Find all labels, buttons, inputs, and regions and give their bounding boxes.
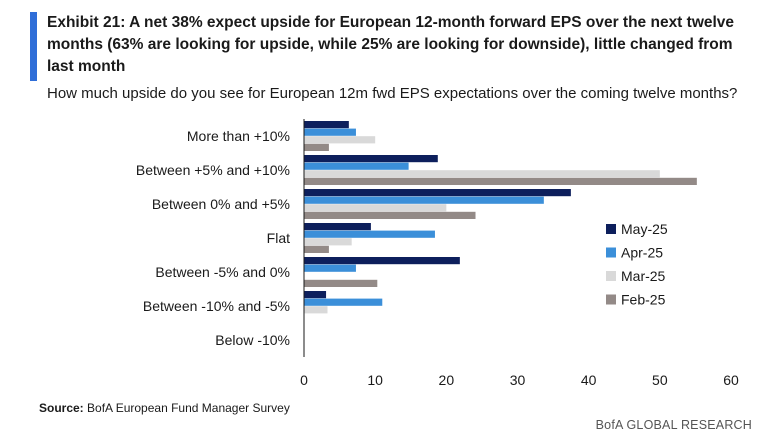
bar-may-25-between-10-and-5 [304, 291, 327, 299]
x-tick-label: 0 [300, 372, 308, 388]
bar-may-25-between-5-and-10 [304, 155, 438, 163]
bar-apr-25-between-5-and-0 [304, 264, 356, 272]
bar-feb-25-between-0-and-5 [304, 211, 476, 219]
x-tick-label: 10 [367, 372, 383, 388]
bar-may-25-flat [304, 223, 371, 231]
bar-apr-25-between-0-and-5 [304, 196, 544, 204]
bar-apr-25-between-5-and-10 [304, 162, 409, 170]
bar-feb-25-more-than-10 [304, 143, 329, 151]
legend-label-apr-25: Apr-25 [621, 245, 663, 261]
category-label: More than +10% [187, 128, 290, 144]
bar-mar-25-between-0-and-5 [304, 204, 447, 212]
source-label: Source: [39, 401, 84, 415]
x-tick-label: 60 [723, 372, 739, 388]
legend-swatch-feb-25 [606, 294, 616, 305]
category-labels: More than +10% Between +5% and +10% Betwee… [136, 128, 290, 348]
brand-label: BofA GLOBAL RESEARCH [595, 418, 752, 432]
legend-swatch-may-25 [606, 224, 616, 234]
category-label: Flat [267, 230, 290, 246]
bar-marks [304, 121, 697, 314]
bar-may-25-more-than-10 [304, 121, 349, 129]
category-label: Between 0% and +5% [152, 196, 290, 212]
bar-apr-25-between-10-and-5 [304, 298, 383, 306]
bar-feb-25-flat [304, 245, 329, 253]
chart-subtitle: How much upside do you see for European … [47, 85, 738, 102]
bar-mar-25-flat [304, 238, 352, 246]
bar-may-25-between-5-and-0 [304, 257, 460, 265]
x-tick-label: 40 [581, 372, 597, 388]
legend-label-feb-25: Feb-25 [621, 292, 666, 308]
category-label: Between -5% and 0% [155, 264, 290, 280]
legend-swatch-apr-25 [606, 247, 616, 258]
category-label: Between +5% and +10% [136, 162, 290, 178]
title-accent-bar [30, 12, 37, 81]
x-tick-label: 50 [652, 372, 668, 388]
legend-swatch-mar-25 [606, 271, 616, 281]
x-tick-label: 20 [439, 372, 455, 388]
legend-label-mar-25: Mar-25 [621, 268, 666, 284]
category-label: Below -10% [215, 332, 290, 348]
legend: May-25 Apr-25 Mar-25 Feb-25 [606, 221, 668, 308]
category-label: Between -10% and -5% [143, 298, 290, 314]
bar-apr-25-more-than-10 [304, 128, 356, 136]
bar-feb-25-between-5-and-0 [304, 279, 378, 287]
exhibit-title: Exhibit 21: A net 38% expect upside for … [47, 14, 735, 75]
x-tick-labels: 0 10 20 30 40 50 60 [300, 372, 739, 388]
x-tick-label: 30 [510, 372, 526, 388]
bar-mar-25-between-10-and-5 [304, 306, 328, 314]
bar-mar-25-between-5-and-10 [304, 170, 660, 178]
bar-feb-25-between-5-and-10 [304, 177, 697, 185]
bar-mar-25-more-than-10 [304, 136, 376, 144]
bar-apr-25-flat [304, 230, 435, 238]
source-text: BofA European Fund Manager Survey [83, 401, 290, 415]
source-note: Source: BofA European Fund Manager Surve… [39, 401, 290, 415]
bar-may-25-between-0-and-5 [304, 189, 571, 197]
legend-label-may-25: May-25 [621, 221, 668, 237]
